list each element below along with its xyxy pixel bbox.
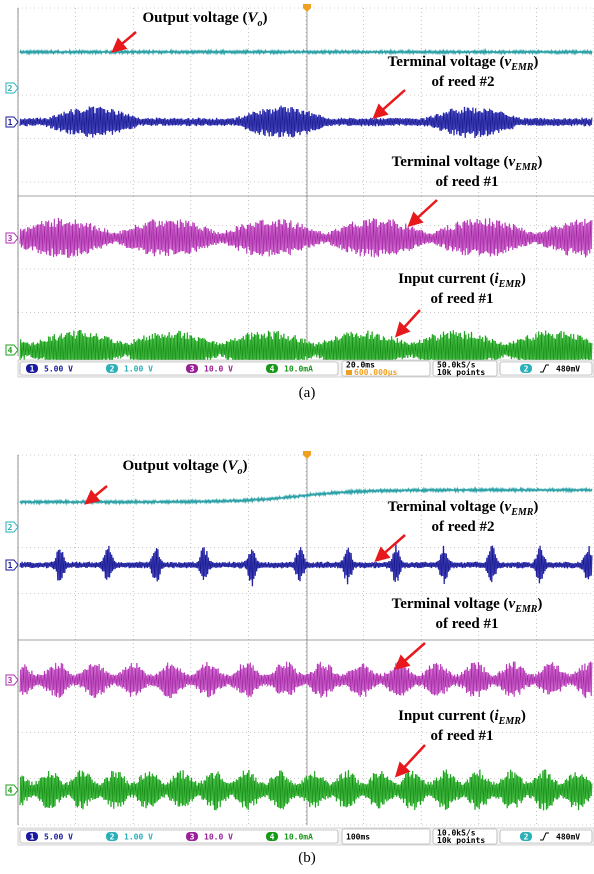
annotation-close: ) [533, 54, 538, 70]
annotation-arrow [400, 310, 420, 332]
annotation-label: Output voltage ( [142, 10, 247, 26]
annotation: Terminal voltage (vEMR) [392, 154, 543, 173]
annotation-label: Terminal voltage ( [388, 54, 505, 70]
annotation-label: Output voltage ( [122, 458, 227, 474]
annotation: Terminal voltage (vEMR) [388, 499, 539, 518]
channel-badge-label: 1 [30, 833, 35, 842]
annotation-label: Terminal voltage ( [392, 596, 509, 612]
annotation-close: ) [521, 271, 526, 287]
annotation-arrow [90, 486, 107, 500]
timebase: 100ms [346, 833, 370, 842]
channel-badge-label: 4 [270, 833, 275, 842]
annotation-close: ) [243, 458, 248, 474]
channel-marker-label: 4 [8, 346, 13, 355]
annotation-label: Terminal voltage ( [392, 154, 509, 170]
trigger-channel: 2 [524, 365, 529, 374]
annotation-close: ) [263, 10, 268, 26]
annotation: Terminal voltage (vEMR) [392, 596, 543, 615]
annotation-arrow [413, 200, 437, 222]
channel-scale: 1.00 V [124, 365, 153, 374]
annotation-subscript: EMR [510, 507, 534, 518]
annotation-line2: of reed #2 [431, 74, 494, 90]
annotation-line2: of reed #1 [435, 174, 498, 190]
channel-marker-label: 1 [8, 561, 13, 570]
channel-scale: 10.0mA [284, 365, 313, 374]
annotation-label: Terminal voltage ( [388, 499, 505, 515]
annotation-subscript: EMR [514, 162, 538, 173]
channel-badge-label: 2 [110, 365, 115, 374]
annotation-line2: of reed #1 [430, 728, 493, 744]
channel-marker-label: 2 [8, 523, 13, 532]
annotation-close: ) [521, 708, 526, 724]
annotation: Terminal voltage (vEMR) [388, 54, 539, 73]
record-length: 10k points [437, 835, 485, 845]
trigger-position: 600.000µs [354, 368, 398, 377]
channel-badge-label: 1 [30, 365, 35, 374]
scope-panel: 2 1 3 4 Output voltage (Vo) Terminal voltage … [6, 4, 594, 401]
annotation: Input current (iEMR) [398, 708, 526, 727]
annotation: Input current (iEMR) [398, 271, 526, 290]
trigger-marker [303, 451, 311, 459]
annotation-arrow [400, 643, 425, 665]
channel-scale: 10.0mA [284, 833, 313, 842]
channel-marker-label: 3 [8, 676, 13, 685]
annotation-subscript: EMR [514, 604, 538, 615]
channel-badge-label: 3 [190, 833, 195, 842]
figure: 2 1 3 4 Output voltage (Vo) Terminal voltage … [0, 0, 594, 874]
annotation-line2: of reed #1 [430, 291, 493, 307]
annotation-close: ) [533, 499, 538, 515]
channel-scale: 5.00 V [44, 365, 73, 374]
annotation-line2: of reed #1 [435, 616, 498, 632]
annotation-subscript: EMR [498, 279, 522, 290]
annotation-arrow [378, 90, 405, 114]
annotation: Output voltage (Vo) [142, 10, 267, 29]
channel-scale: 10.0 V [204, 833, 233, 842]
trigger-level: 480mV [556, 365, 580, 374]
annotation-subscript: EMR [498, 716, 522, 727]
channel-marker-label: 3 [8, 234, 13, 243]
channel-badge-label: 2 [110, 833, 115, 842]
channel-scale: 5.00 V [44, 833, 73, 842]
channel-badge-label: 4 [270, 365, 275, 374]
trigger-marker [303, 4, 311, 12]
channel-badge-label: 3 [190, 365, 195, 374]
scope-panel: 2 1 3 4 Output voltage (Vo) Terminal voltage … [6, 451, 594, 866]
channel-marker-label: 4 [8, 786, 13, 795]
annotation: Output voltage (Vo) [122, 458, 247, 477]
annotation-line2: of reed #2 [431, 519, 494, 535]
page: {"panels": [ {"caption": "(a)", "annotat… [0, 0, 594, 874]
annotation-close: ) [537, 154, 542, 170]
channel-scale: 10.0 V [204, 365, 233, 374]
trigger-level: 480mV [556, 833, 580, 842]
trigger-channel: 2 [524, 833, 529, 842]
annotation-subscript: EMR [510, 62, 534, 73]
record-length: 10k points [437, 367, 485, 377]
trigger-position-icon [346, 370, 352, 375]
channel-marker-label: 1 [8, 118, 13, 127]
annotation-close: ) [537, 596, 542, 612]
caption: (a) [299, 385, 316, 401]
annotation-label: Input current ( [398, 271, 494, 287]
channel-marker-label: 2 [8, 84, 13, 93]
annotation-label: Input current ( [398, 708, 494, 724]
channel-scale: 1.00 V [124, 833, 153, 842]
caption: (b) [298, 850, 316, 866]
